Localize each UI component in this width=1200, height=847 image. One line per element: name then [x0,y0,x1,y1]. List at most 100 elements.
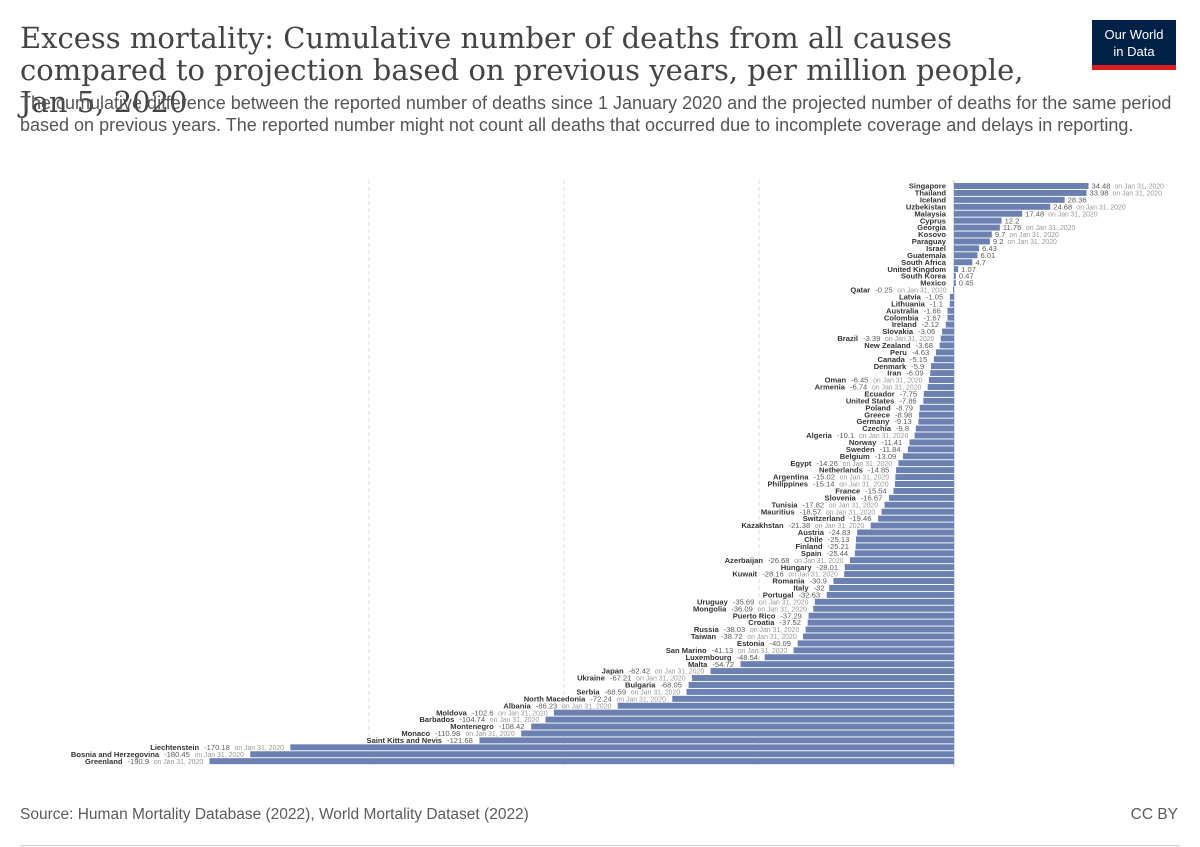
bar[interactable] [290,744,955,751]
bar[interactable] [844,571,954,578]
date-note: on Jan 31, 2020 [655,669,705,676]
bar[interactable] [954,231,992,238]
bar[interactable] [954,245,980,252]
value-label: 34.48 [1091,182,1110,191]
value-label: -110.98 [435,729,460,738]
bar[interactable] [250,751,954,758]
bar[interactable] [949,293,954,300]
bar[interactable] [927,383,954,390]
bar[interactable] [902,453,954,460]
bar[interactable] [954,280,956,287]
bar[interactable] [854,550,954,557]
bar[interactable] [909,439,954,446]
bar[interactable] [923,397,954,404]
bar[interactable] [915,425,954,432]
bar[interactable] [691,675,954,682]
bar[interactable] [884,501,954,508]
bar[interactable] [954,238,990,245]
bar[interactable] [545,716,954,723]
bar[interactable] [945,321,954,328]
bar[interactable] [939,342,954,349]
value-label: -68.05 [660,681,682,690]
bar[interactable] [953,286,954,293]
value-label: -35.69 [733,597,755,606]
bar[interactable] [802,633,954,640]
bar[interactable] [930,370,954,377]
bar[interactable] [531,723,954,730]
bar[interactable] [949,300,954,307]
bar[interactable] [919,404,954,411]
bar[interactable] [805,626,954,633]
bar[interactable] [672,695,954,702]
bar[interactable] [881,508,954,515]
bar[interactable] [553,709,954,716]
bar[interactable] [857,529,954,536]
category-label: Qatar [850,286,870,295]
bar[interactable] [954,259,973,266]
bar[interactable] [954,183,1089,189]
bar[interactable] [923,390,954,397]
bar[interactable] [942,328,954,335]
date-note: on Jan 31, 2020 [1113,191,1163,198]
bar[interactable] [688,681,954,688]
bar[interactable] [918,418,954,425]
bar[interactable] [954,252,978,259]
bar[interactable] [954,196,1065,203]
bar[interactable] [907,446,954,453]
bar[interactable] [740,661,954,668]
bar[interactable] [833,578,954,585]
bar[interactable] [893,487,954,494]
bar[interactable] [954,217,1002,224]
license-link[interactable]: CC BY [1130,806,1178,823]
bar[interactable] [914,432,954,439]
bar[interactable] [888,494,954,501]
bar[interactable] [686,688,954,695]
owid-logo[interactable]: Our World in Data [1092,20,1176,70]
bar[interactable] [940,335,954,342]
bar[interactable] [855,536,954,543]
bar[interactable] [829,584,954,591]
bar[interactable] [814,598,954,605]
bar[interactable] [855,543,954,550]
bar[interactable] [954,266,959,273]
bar[interactable] [898,460,954,467]
bar[interactable] [954,224,1000,231]
bar[interactable] [954,273,956,280]
bar[interactable] [826,591,954,598]
bar[interactable] [947,314,954,321]
value-label: -67.21 [610,674,632,683]
bar[interactable] [954,203,1051,210]
value-label: -86.23 [536,701,558,710]
bar[interactable] [808,612,954,619]
bar[interactable] [947,307,954,314]
bar[interactable] [878,515,954,522]
bar[interactable] [895,474,954,481]
date-note: on Jan 31, 2020 [843,461,893,468]
bar[interactable] [954,210,1023,217]
bar[interactable] [894,480,954,487]
bar[interactable] [918,411,954,418]
bar[interactable] [896,467,954,474]
bar[interactable] [797,640,954,647]
date-note: on Jan 31, 2020 [759,599,809,606]
bar[interactable] [710,668,954,675]
bar[interactable] [928,377,954,384]
source-note[interactable]: Source: Human Mortality Database (2022),… [20,806,529,823]
bar[interactable] [849,557,954,564]
bar[interactable] [807,619,954,626]
bar[interactable] [930,363,954,370]
bar[interactable] [813,605,954,612]
bar[interactable] [479,737,954,744]
bar[interactable] [793,647,954,654]
bar[interactable] [209,758,955,765]
bar[interactable] [870,522,954,529]
bar[interactable] [933,356,954,363]
category-label: Lithuania [891,299,926,308]
bar[interactable] [617,702,954,709]
bar[interactable] [844,564,954,571]
bar[interactable] [764,654,954,661]
bar[interactable] [521,730,954,737]
bar[interactable] [935,349,954,356]
bar[interactable] [954,189,1087,196]
value-label: -6.09 [906,369,923,378]
